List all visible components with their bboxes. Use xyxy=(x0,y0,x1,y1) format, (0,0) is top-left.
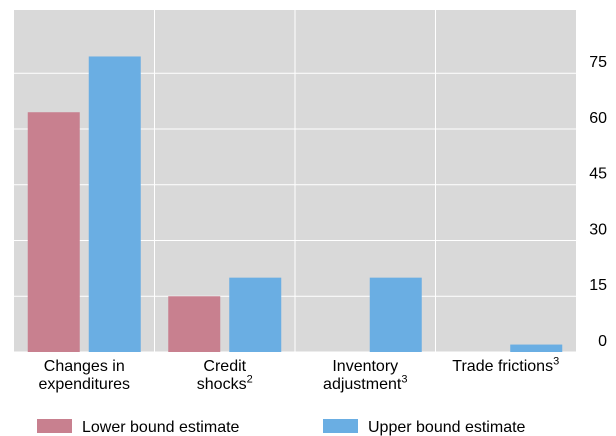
y-tick-label: 30 xyxy=(589,221,607,238)
footnote-marker: 3 xyxy=(553,355,560,368)
category-name: Credit shocks xyxy=(196,358,247,393)
footnote-marker: 2 xyxy=(246,373,253,386)
category-name: Inventory adjustment xyxy=(323,358,402,393)
x-tick-label: Trade frictions3 xyxy=(431,355,581,376)
x-tick-label: Credit shocks2 xyxy=(190,358,260,394)
bar xyxy=(88,56,141,352)
y-tick-label: 0 xyxy=(598,333,607,350)
legend-label: Lower bound estimate xyxy=(82,419,240,436)
y-tick-label: 60 xyxy=(589,110,607,127)
footnote-marker: 3 xyxy=(401,373,408,386)
legend-swatch xyxy=(37,419,72,433)
category-name: Changes in expenditures xyxy=(38,358,131,393)
y-tick-label: 15 xyxy=(589,277,607,294)
bar xyxy=(369,277,422,352)
y-tick-label: 75 xyxy=(589,54,607,71)
bar xyxy=(229,277,282,352)
legend-swatch xyxy=(323,419,358,433)
y-tick-label: 45 xyxy=(589,166,607,183)
legend-label: Upper bound estimate xyxy=(368,419,526,436)
category-name: Trade frictions xyxy=(452,358,554,375)
bar xyxy=(27,112,80,352)
bar xyxy=(168,296,221,352)
x-tick-label: Changes in expenditures xyxy=(19,358,149,394)
bar xyxy=(510,344,563,352)
x-tick-label: Inventory adjustment3 xyxy=(315,358,415,394)
